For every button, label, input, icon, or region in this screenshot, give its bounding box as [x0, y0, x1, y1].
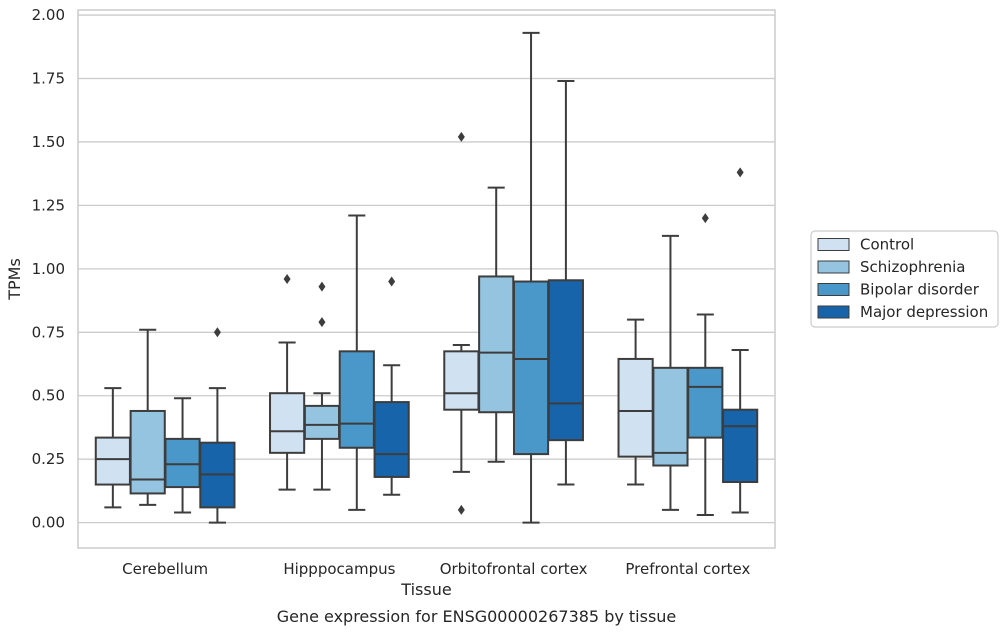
box-plot-marks: [94, 31, 759, 524]
box-iqr: [687, 366, 724, 439]
outlier-point: [318, 281, 326, 292]
outlier-point: [457, 131, 465, 142]
box-bipolar-disorder: [687, 213, 724, 517]
outlier-point: [388, 276, 396, 287]
box-iqr: [443, 350, 480, 411]
box-schizophrenia: [478, 186, 515, 463]
legend-frame: [810, 230, 999, 328]
legend-swatch: [817, 283, 850, 296]
box-iqr: [269, 392, 306, 454]
box-iqr: [94, 436, 131, 486]
box-iqr: [512, 280, 550, 456]
box-iqr: [303, 404, 341, 440]
box-iqr: [478, 275, 515, 414]
box-control: [617, 318, 654, 486]
legend-label: Bipolar disorder: [860, 281, 980, 299]
box-schizophrenia: [129, 328, 166, 506]
box-iqr: [129, 409, 166, 495]
outlier-point: [318, 317, 326, 328]
legend-item: Control: [817, 236, 914, 254]
box-control: [94, 387, 131, 509]
box-iqr: [164, 437, 201, 489]
box-schizophrenia: [303, 281, 341, 491]
outlier-point: [457, 504, 465, 515]
y-tick-label: 1.50: [32, 133, 65, 151]
outlier-point: [701, 213, 709, 224]
y-tick-label: 1.75: [32, 70, 65, 88]
box-iqr: [547, 279, 584, 442]
box-control: [269, 274, 306, 491]
x-axis-ticks: Cerebellum Hipppocampus Orbitofrontal cort…: [122, 560, 750, 578]
legend: Control Schizophrenia Bipolar disorder Majo…: [810, 230, 999, 328]
x-tick-label: Hipppocampus: [283, 560, 395, 578]
box-bipolar-disorder: [164, 397, 201, 514]
legend-label: Control: [860, 236, 914, 254]
box-major-depression: [373, 276, 410, 496]
legend-item: Major depression: [817, 303, 988, 321]
legend-label: Schizophrenia: [860, 258, 965, 276]
box-iqr: [722, 408, 759, 484]
outlier-point: [283, 274, 291, 284]
box-major-depression: [199, 327, 236, 524]
y-tick-label: 2.00: [32, 6, 65, 24]
box-iqr: [338, 350, 375, 449]
box-iqr: [652, 366, 689, 467]
legend-swatch: [817, 238, 850, 251]
legend-label: Major depression: [860, 303, 988, 321]
x-tick-label: Cerebellum: [122, 560, 208, 578]
chart-caption: Gene expression for ENSG00000267385 by t…: [277, 607, 677, 626]
y-tick-label: 1.25: [32, 196, 65, 214]
y-tick-label: 0.00: [32, 514, 65, 532]
box-schizophrenia: [652, 234, 689, 511]
legend-swatch: [817, 260, 850, 274]
y-tick-label: 0.50: [32, 387, 65, 405]
y-axis-label: TPMs: [5, 258, 24, 301]
legend-swatch: [817, 305, 850, 319]
box-iqr: [617, 357, 654, 458]
plot-area-frame: [77, 9, 776, 549]
legend-item: Schizophrenia: [817, 258, 965, 276]
y-tick-label: 0.75: [32, 323, 65, 341]
legend-item: Bipolar disorder: [817, 281, 980, 299]
outlier-point: [736, 167, 744, 178]
y-tick-label: 0.25: [32, 450, 65, 468]
box-iqr: [373, 401, 410, 478]
y-tick-label: 1.00: [32, 260, 65, 278]
y-axis-ticks: 0.00 0.25 0.50 0.75 1.00 1.25 1.50 1.75 2.00: [32, 6, 65, 532]
outlier-point: [213, 327, 221, 338]
box-bipolar-disorder: [338, 214, 375, 511]
box-bipolar-disorder: [512, 31, 550, 524]
x-tick-label: Prefrontal cortex: [625, 560, 750, 578]
box-major-depression: [547, 80, 584, 486]
box-control: [443, 131, 480, 515]
x-tick-label: Orbitofrontal cortex: [440, 560, 588, 578]
x-axis-label: Tissue: [400, 580, 451, 599]
box-major-depression: [722, 167, 759, 514]
